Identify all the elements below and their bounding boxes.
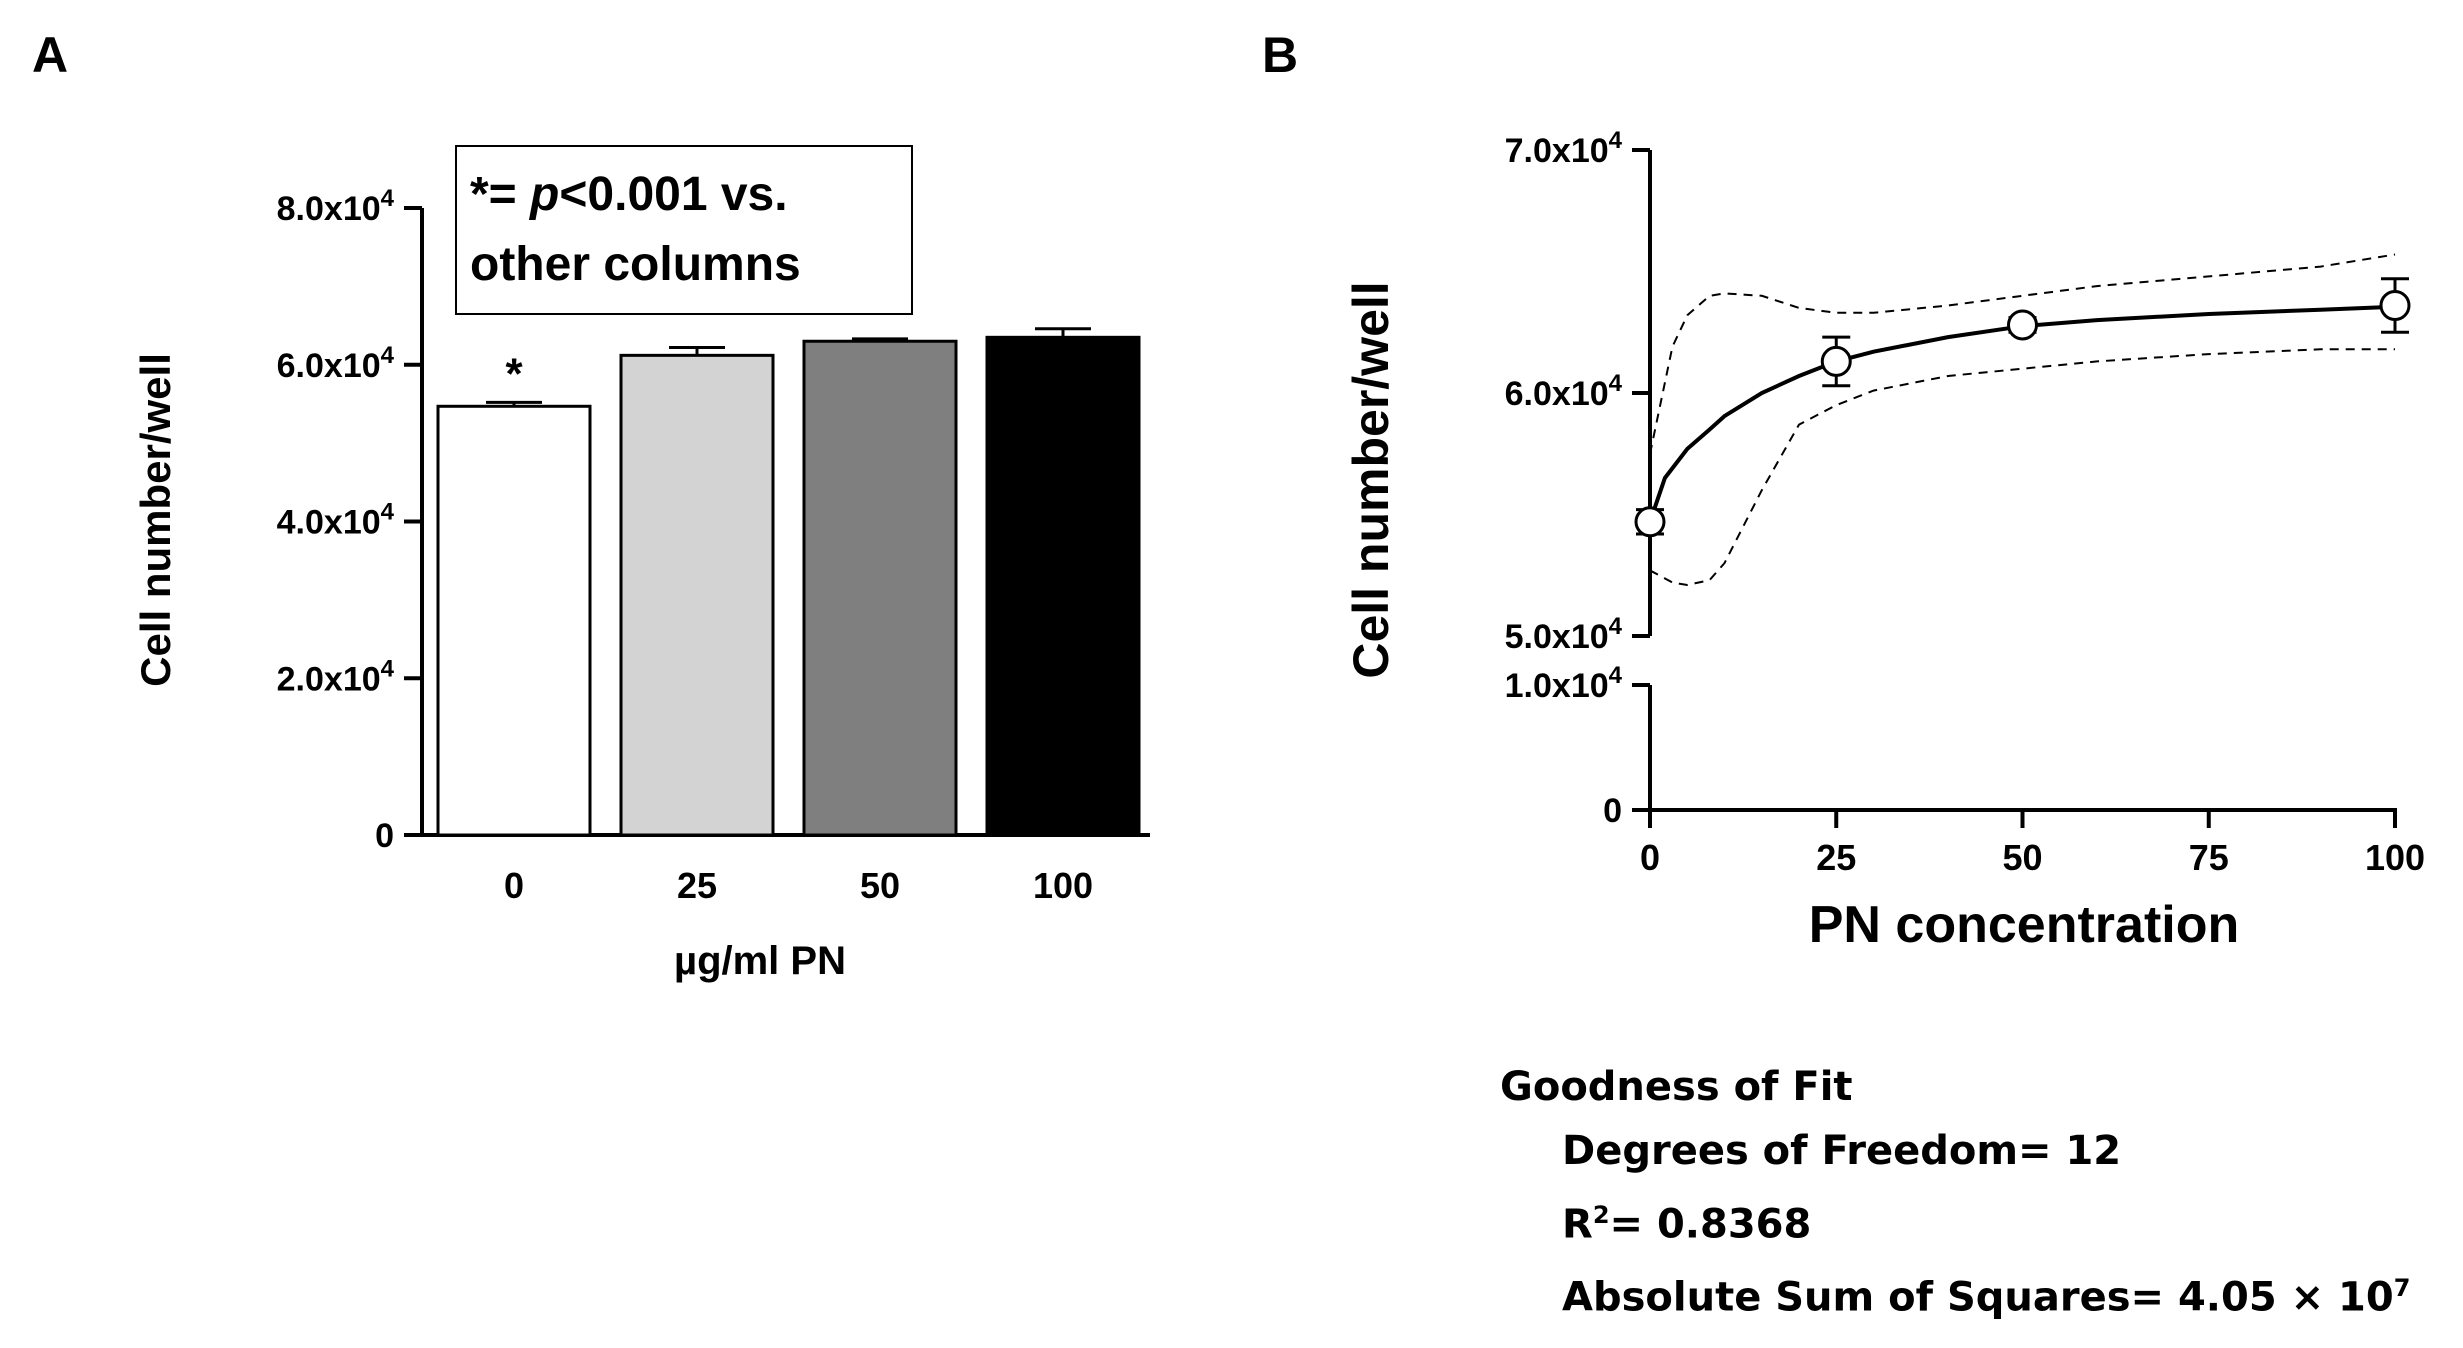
y-tick-label-4: 8.0x104 (277, 185, 395, 228)
confidence-band-upper (1649, 253, 2396, 455)
x-tick-label-100: 100 (1033, 865, 1093, 906)
y-tick-label-upper-0: 5.0x104 (1505, 613, 1623, 656)
data-point-0 (1634, 506, 1666, 538)
y-tick-label-lower-0: 0 (1603, 792, 1622, 830)
y-tick-label-2: 4.0x104 (277, 499, 395, 542)
bar-chart-a: 0 2.0x104 4.0x104 6.0x104 8.0x104 0 * 25 50 100 *=… (132, 145, 1150, 983)
x-axis-label: µg/ml PN (674, 939, 846, 983)
goodness-of-fit-box: Goodness of Fit Degrees of Freedom= 12 R… (1500, 1055, 2410, 1330)
x-tick-label-0: 0 (504, 865, 524, 906)
gof-ss-prefix: Absolute Sum of Squares= 4.05 × 10 (1562, 1274, 2394, 1321)
gof-ss: Absolute Sum of Squares= 4.05 × 107 (1500, 1256, 2410, 1329)
x-tick-label-4: 100 (2365, 837, 2425, 878)
x-tick-label-0: 0 (1640, 837, 1660, 878)
gof-r2-suffix: = 0.8368 (1609, 1201, 1812, 1248)
fit-chart-b: 5.0x104 6.0x104 7.0x104 0 1.0x104 0 25 50 75 100 P… (1343, 127, 2425, 954)
panel-a-label: A (32, 27, 69, 83)
bar-25 (619, 353, 775, 837)
x-tick-label-1: 25 (1816, 837, 1856, 878)
gof-dof: Degrees of Freedom= 12 (1562, 1128, 2122, 1174)
data-point-50 (2007, 309, 2038, 341)
y-axis-label: Cell number/well (132, 353, 179, 687)
gof-ss-sup: 7 (2393, 1274, 2411, 1303)
x-axis-label: PN concentration (1809, 896, 2240, 954)
annotation-line-1: *= p<0.001 vs. (470, 168, 788, 221)
bar-50 (802, 339, 958, 837)
y-tick-label-3: 6.0x104 (277, 342, 395, 385)
data-point-25 (1820, 345, 1852, 377)
gof-title: Goodness of Fit (1500, 1064, 1853, 1110)
y-tick-label-0: 0 (375, 817, 394, 855)
bar-0 (436, 404, 592, 837)
data-point-100 (2379, 290, 2411, 322)
gof-r2: R2= 0.8368 (1500, 1183, 2410, 1256)
x-tick-label-50: 50 (860, 865, 900, 906)
x-tick-label-3: 75 (2189, 837, 2229, 878)
y-tick-label-1: 2.0x104 (277, 655, 395, 698)
x-tick-label-25: 25 (677, 865, 717, 906)
y-tick-label-upper-2: 7.0x104 (1505, 127, 1623, 170)
x-tick-label-2: 50 (2002, 837, 2042, 878)
annotation-box (455, 145, 913, 315)
gof-r2-prefix: R (1562, 1201, 1593, 1248)
significance-marker: * (505, 349, 523, 398)
panel-b-label: B (1262, 27, 1299, 83)
confidence-band-lower (1649, 348, 2395, 587)
y-tick-label-upper-1: 6.0x104 (1505, 370, 1623, 413)
gof-r2-sup: 2 (1592, 1201, 1610, 1229)
bar-100 (985, 335, 1141, 837)
y-axis-label: Cell number/well (1343, 281, 1399, 678)
annotation-line-2: other columns (470, 238, 801, 291)
y-tick-label-lower-1: 1.0x104 (1505, 662, 1623, 705)
